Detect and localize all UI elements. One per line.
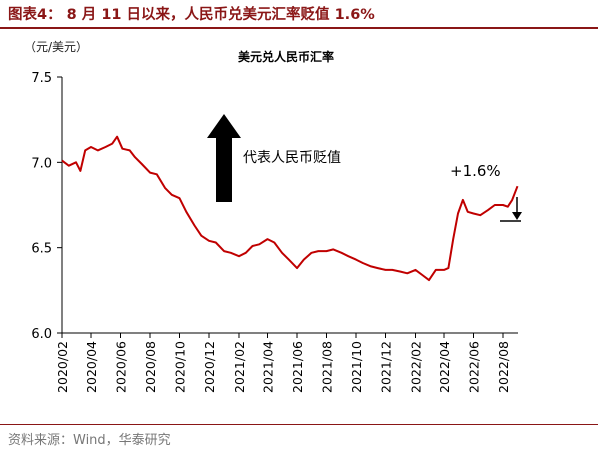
x-tick-label: 2021/04 <box>261 341 276 393</box>
x-tick-label: 2021/02 <box>232 341 247 393</box>
down-arrow-icon <box>512 212 522 220</box>
x-tick-label: 2020/12 <box>202 341 217 393</box>
chart-title: 美元兑人民币汇率 <box>238 49 334 64</box>
y-tick-label: 6.0 <box>31 327 52 342</box>
x-tick-label: 2022/04 <box>437 341 452 393</box>
x-tick-label: 2021/12 <box>379 341 394 393</box>
x-tick-label: 2022/08 <box>496 341 511 393</box>
unit-label: （元/美元） <box>24 40 88 54</box>
x-tick-label: 2020/08 <box>143 341 158 393</box>
y-axis: 6.0 6.5 7.0 7.5 <box>31 71 63 342</box>
x-tick-label: 2022/02 <box>408 341 423 393</box>
x-tick-label: 2020/04 <box>84 341 99 393</box>
x-tick-label: 2020/02 <box>55 341 70 393</box>
up-arrow-icon <box>207 114 241 202</box>
series-line <box>61 135 519 282</box>
x-tick-label: 2021/10 <box>349 341 364 393</box>
y-tick-label: 6.5 <box>31 242 52 257</box>
y-tick-label: 7.5 <box>31 71 52 86</box>
x-tick-label: 2022/06 <box>467 341 482 393</box>
source-note: 资料来源：Wind，华泰研究 <box>8 433 171 448</box>
x-tick-label: 2020/10 <box>173 341 188 393</box>
figure-title: 图表4： 8 月 11 日以来，人民币兑美元汇率贬值 1.6% <box>8 7 375 23</box>
x-tick-label: 2021/06 <box>290 341 305 393</box>
title-rule <box>0 27 598 29</box>
x-tick-label: 2020/06 <box>114 341 129 393</box>
y-tick-label: 7.0 <box>31 156 52 171</box>
x-axis: 2020/02 2020/04 2020/06 2020/08 2020/10 2020/… <box>55 332 518 393</box>
arrow-label: 代表人民币贬值 <box>243 150 341 166</box>
change-label: +1.6% <box>450 162 501 180</box>
source-rule <box>0 424 598 425</box>
x-tick-label: 2021/08 <box>320 341 335 393</box>
